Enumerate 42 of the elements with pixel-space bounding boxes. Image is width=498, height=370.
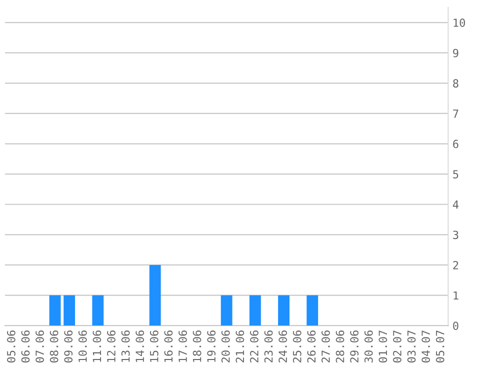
y-tick-label: 1 <box>454 291 458 300</box>
x-tick-label: 13.06 <box>121 330 130 362</box>
y-tick-label: 5 <box>453 170 458 178</box>
x-tick-label: 20.06 <box>221 330 230 362</box>
x-tick-label: 17.06 <box>178 330 187 362</box>
x-tick-label: 05.06 <box>6 330 16 362</box>
x-tick-label: 08.06 <box>50 330 58 362</box>
x-tick-label: 19.06 <box>207 330 216 362</box>
x-tick-label: 07.06 <box>36 330 44 362</box>
x-tick-label: 29.06 <box>350 330 359 362</box>
x-tick-label: 24.06 <box>278 330 288 362</box>
x-tick-label: 15.06 <box>150 330 158 362</box>
y-tick-label: 7 <box>453 110 458 118</box>
x-tick-label: 22.06 <box>250 330 258 362</box>
x-tick-label: 21.06 <box>236 330 244 362</box>
x-tick-label: 26.06 <box>307 330 316 362</box>
y-tick-label: 9 <box>453 48 458 58</box>
y-tick-label: 2 <box>453 260 458 270</box>
x-tick-label: 11.06 <box>92 330 102 362</box>
y-tick-label: 6 <box>453 140 458 148</box>
x-tick-label: 30.06 <box>364 330 373 362</box>
y-tick-label: 4 <box>452 200 459 209</box>
x-tick-label: 09.06 <box>64 330 73 362</box>
y-tick-label: 3 <box>453 230 458 240</box>
x-tick-label: 06.06 <box>21 330 30 362</box>
x-tick-label: 04.07 <box>422 330 430 362</box>
x-tick-label: 23.06 <box>264 330 273 362</box>
x-tick-label: 16.06 <box>164 330 173 362</box>
x-tick-label: 28.06 <box>336 330 344 362</box>
x-tick-label: 05.07 <box>436 330 444 362</box>
x-tick-label: 12.06 <box>107 330 116 362</box>
x-tick-label: 14.06 <box>136 330 144 362</box>
x-tick-label: 02.07 <box>393 330 402 362</box>
x-tick-label: 10.06 <box>78 330 87 362</box>
y-tick-label: 8 <box>453 79 458 88</box>
x-tick-label: 27.06 <box>322 330 330 362</box>
x-tick-label: 25.06 <box>292 330 302 362</box>
y-tick-label: 0 <box>453 322 458 330</box>
y-tick-label: 10 <box>454 18 466 27</box>
x-tick-label: 18.06 <box>192 330 202 362</box>
x-tick-label: 01.07 <box>378 330 388 362</box>
x-tick-label: 03.07 <box>407 330 416 362</box>
